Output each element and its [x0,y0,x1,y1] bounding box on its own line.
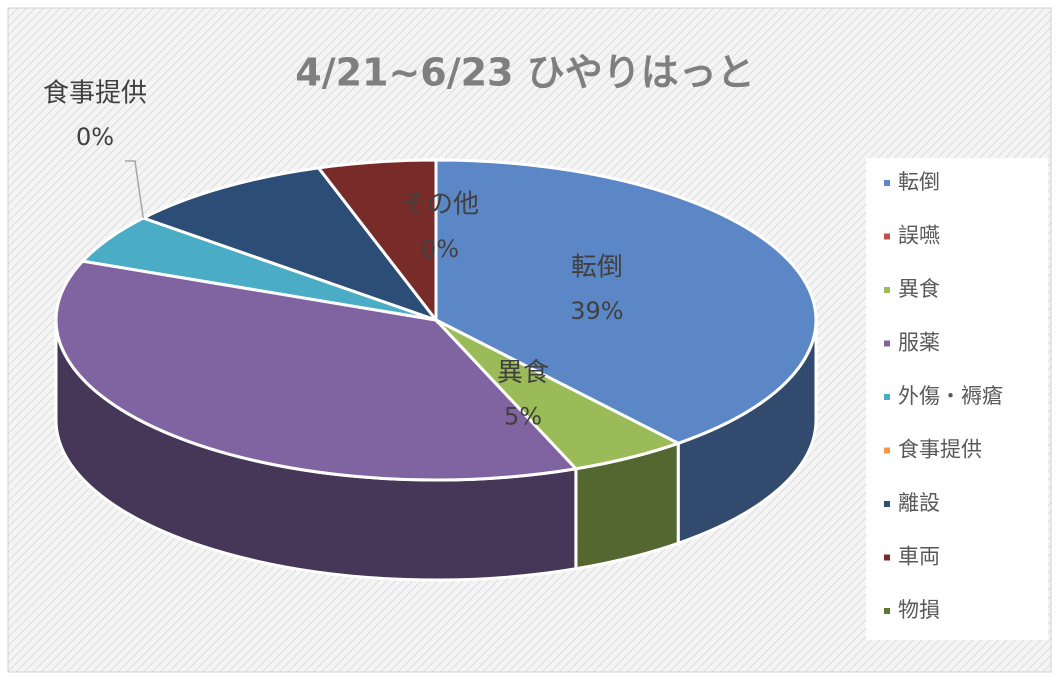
annotation-label: 0% [421,235,459,263]
legend-label: 食事提供 [898,438,982,462]
slice [54,259,579,482]
data-label: 39% [570,297,623,325]
legend-swatch [884,501,890,507]
legend-swatch [884,608,890,614]
data-label: 0% [76,123,114,151]
data-label-name: 食事提供 [43,79,147,109]
legend-swatch [884,447,890,454]
pie [54,158,818,582]
data-label-name: 転倒 [571,253,623,283]
slice [139,166,441,324]
legend-label: 物損 [898,598,940,622]
legend-label: 外傷・褥瘡 [898,384,1003,408]
legend-label: 車両 [898,545,940,569]
annotation-name: その他 [401,190,479,220]
slice [434,158,818,445]
legend-label: 離設 [898,491,940,515]
legend-label: 服薬 [898,331,940,355]
legend-swatch [884,180,890,186]
legend-box [866,158,1048,640]
data-label-name: 異食 [497,358,549,388]
legend-swatch [884,394,890,400]
legend-label: 誤嚥 [898,224,940,248]
legend-label: 転倒 [898,170,940,194]
legend-swatch [884,287,890,293]
slice [315,158,438,325]
legend-label: 異食 [898,277,940,301]
data-label: 5% [504,403,542,431]
leader-line [125,160,144,219]
legend-swatch [884,340,890,347]
labels: その他 0% 転倒 39% 異食 5% 食事提供 0% [43,79,624,431]
legend-swatch [884,233,890,240]
legend-swatch [884,554,890,561]
chart-title: 4/21~6/23 ひやりはっと [295,51,754,95]
